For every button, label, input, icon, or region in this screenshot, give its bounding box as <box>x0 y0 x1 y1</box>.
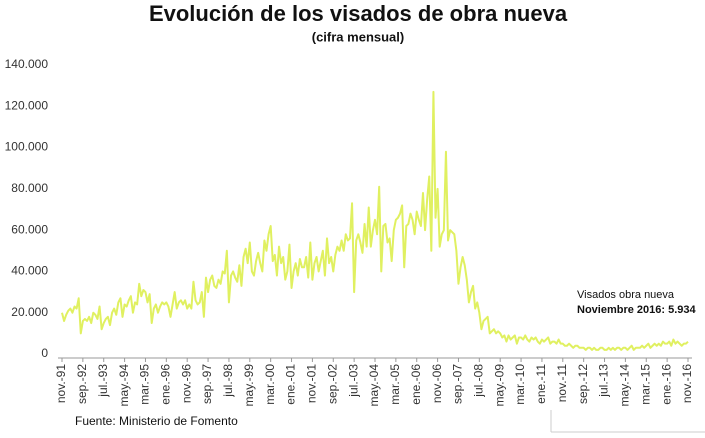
y-tick-label: 60.000 <box>11 222 48 236</box>
x-tick-label: ene.-96 <box>159 364 173 405</box>
x-tick-label: mar.-05 <box>388 364 402 405</box>
y-tick-label: 20.000 <box>11 305 48 319</box>
y-tick-label: 140.000 <box>5 57 49 71</box>
x-tick-label: nov.-91 <box>54 364 68 403</box>
x-tick-label: ene.-01 <box>284 364 298 405</box>
y-tick-label: 40.000 <box>11 264 48 278</box>
x-tick-label: nov.-16 <box>680 364 694 403</box>
x-tick-label: jul.-03 <box>346 364 360 398</box>
x-tick-label: mar.-10 <box>513 364 527 405</box>
x-tick-label: jul.-13 <box>597 364 611 398</box>
y-tick-label: 80.000 <box>11 181 48 195</box>
data-line <box>61 90 689 351</box>
x-tick-label: nov.-01 <box>305 364 319 403</box>
x-tick-label: sep.-97 <box>200 364 214 404</box>
x-tick-label: jul.-98 <box>221 364 235 398</box>
x-tick-label: mar.-00 <box>263 364 277 405</box>
x-tick-label: may.-09 <box>492 364 506 407</box>
x-tick-label: nov.-96 <box>179 364 193 403</box>
x-tick-label: mar.-15 <box>638 364 652 405</box>
x-tick-label: mar.-95 <box>138 364 152 405</box>
source: Fuente: Ministerio de Fomento <box>75 414 238 428</box>
x-tick-label: sep.-92 <box>75 364 89 404</box>
x-tick-label: jul.-93 <box>96 364 110 398</box>
x-tick-label: nov.-06 <box>430 364 444 403</box>
y-tick-label: 100.000 <box>5 140 49 154</box>
x-tick-label: may.-94 <box>117 364 131 407</box>
x-tick-label: sep.-07 <box>451 364 465 404</box>
y-tick-label: 0 <box>41 346 48 360</box>
x-tick-label: ene.-06 <box>409 364 423 405</box>
x-tick-label: nov.-11 <box>555 364 569 403</box>
x-tick-label: may.-99 <box>242 364 256 407</box>
x-tick-label: jul.-08 <box>472 364 486 398</box>
x-tick-label: may.-04 <box>367 364 381 407</box>
chart-subtitle: (cifra mensual) <box>312 29 404 44</box>
x-tick-label: sep.-12 <box>576 364 590 404</box>
x-tick-label: ene.-11 <box>534 364 548 404</box>
y-tick-label: 120.000 <box>5 98 49 112</box>
annotation: Noviembre 2016: 5.934 <box>577 304 697 316</box>
annotation: Visados obra nueva <box>577 289 675 301</box>
chart-title: Evolución de los visados de obra nueva <box>149 1 568 26</box>
x-tick-label: ene.-16 <box>659 364 673 405</box>
x-tick-label: may.-14 <box>618 364 632 407</box>
x-tick-label: sep.-02 <box>325 364 339 404</box>
